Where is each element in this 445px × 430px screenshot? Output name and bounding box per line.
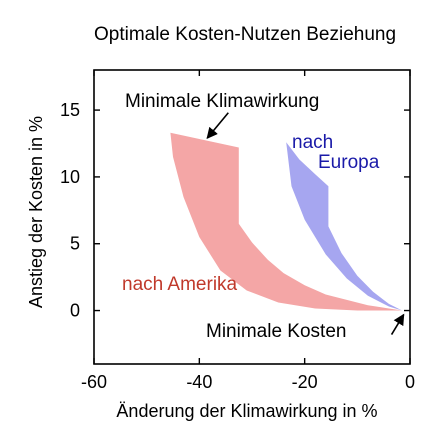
y-axis-label: Anstieg der Kosten in % bbox=[26, 116, 46, 308]
x-tick-label: -60 bbox=[81, 372, 107, 392]
y-tick-label: 10 bbox=[60, 167, 80, 187]
x-tick-label: -20 bbox=[292, 372, 318, 392]
x-tick-label: -40 bbox=[186, 372, 212, 392]
annotation-nach-europa-line1: nach bbox=[292, 132, 333, 153]
arrow-minimale-kosten bbox=[390, 313, 405, 336]
y-tick-label: 0 bbox=[70, 301, 80, 321]
arrow-minimale-klimawirkung bbox=[206, 112, 229, 140]
annotation-minimale-klimawirkung: Minimale Klimawirkung bbox=[125, 91, 319, 112]
plot-frame bbox=[93, 69, 411, 365]
y-axis-ticks: 0 5 10 15 bbox=[60, 100, 410, 321]
annotation-nach-amerika: nach Amerika bbox=[122, 274, 238, 295]
y-tick-label: 15 bbox=[60, 100, 80, 120]
y-tick-label: 5 bbox=[70, 234, 80, 254]
x-tick-label: 0 bbox=[405, 372, 415, 392]
series-area-amerika bbox=[170, 132, 403, 311]
annotation-minimale-kosten: Minimale Kosten bbox=[206, 321, 346, 342]
x-axis-ticks: -60 -40 -20 0 bbox=[81, 70, 415, 392]
series-area-europa bbox=[286, 142, 403, 311]
annotation-nach-europa-line2: Europa bbox=[318, 152, 380, 173]
x-axis-label: Änderung der Klimawirkung in % bbox=[116, 401, 377, 421]
chart-title: Optimale Kosten-Nutzen Beziehung bbox=[94, 24, 396, 45]
series-layer bbox=[170, 132, 403, 311]
